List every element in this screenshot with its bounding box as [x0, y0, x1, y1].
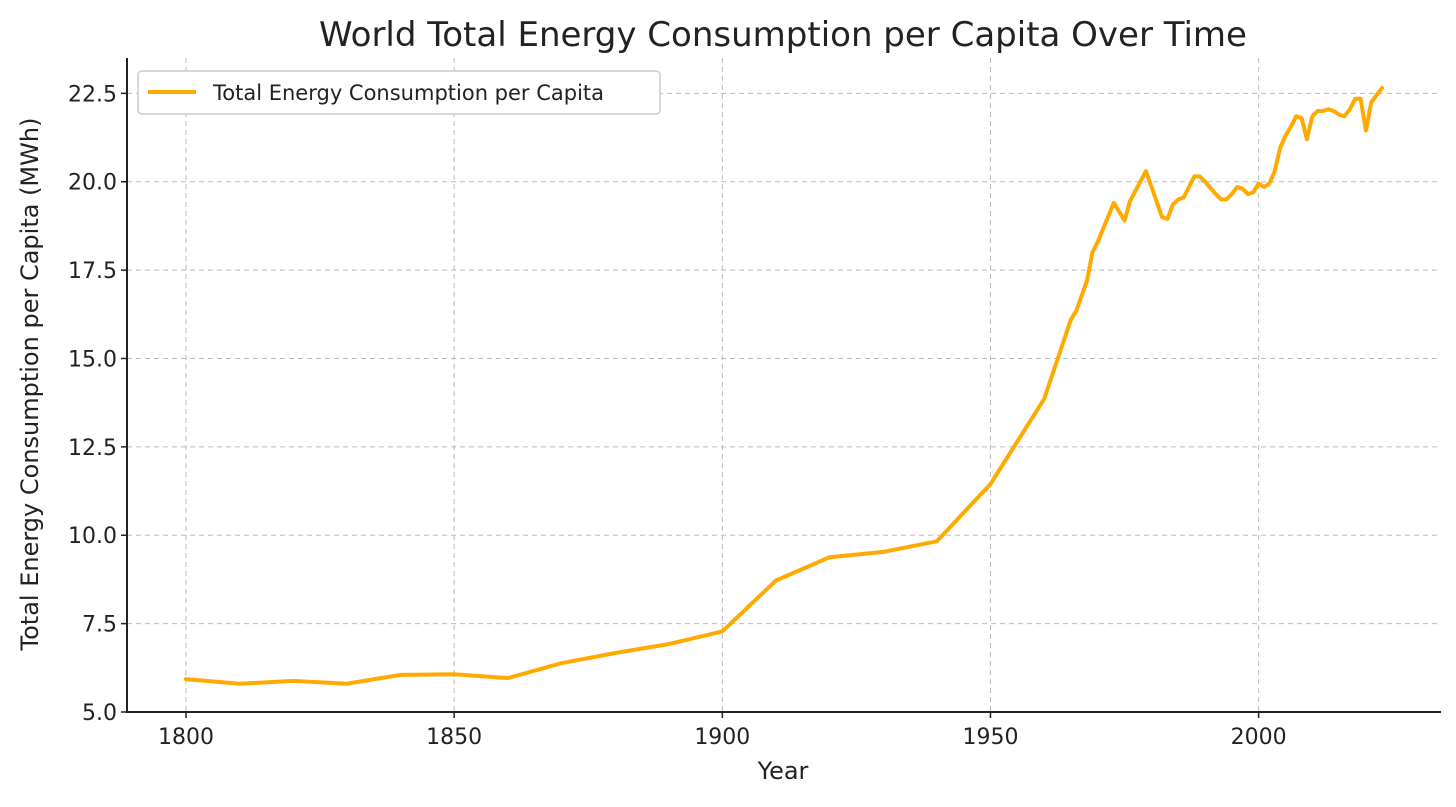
x-tick-label: 1850	[426, 725, 482, 750]
x-tick-label: 1900	[694, 725, 750, 750]
ticks: 1800 1850 1900 1950 2000 5.0 7.5 10.0 12.5 15.0 17…	[68, 82, 1287, 750]
y-tick-label: 22.5	[68, 82, 117, 107]
y-tick-label: 17.5	[68, 259, 117, 284]
x-tick-label: 2000	[1231, 725, 1287, 750]
y-tick-label: 5.0	[82, 701, 117, 726]
y-axis-label: Total Energy Consumption per Capita (MWh…	[16, 118, 44, 652]
y-tick-label: 12.5	[68, 436, 117, 461]
y-tick-label: 10.0	[68, 524, 117, 549]
legend-label: Total Energy Consumption per Capita	[212, 81, 604, 105]
series-line	[184, 86, 1384, 686]
series-layer	[184, 86, 1384, 686]
legend-box	[137, 70, 661, 115]
y-tick-label: 20.0	[68, 171, 117, 196]
grid	[127, 58, 1441, 713]
legend: Total Energy Consumption per Capita	[137, 70, 661, 115]
y-tick-label: 15.0	[68, 347, 117, 372]
x-axis-label: Year	[757, 757, 809, 785]
x-tick-label: 1800	[158, 725, 214, 750]
y-tick-label: 7.5	[82, 613, 117, 638]
chart-title: World Total Energy Consumption per Capit…	[319, 15, 1247, 55]
x-tick-label: 1950	[962, 725, 1018, 750]
